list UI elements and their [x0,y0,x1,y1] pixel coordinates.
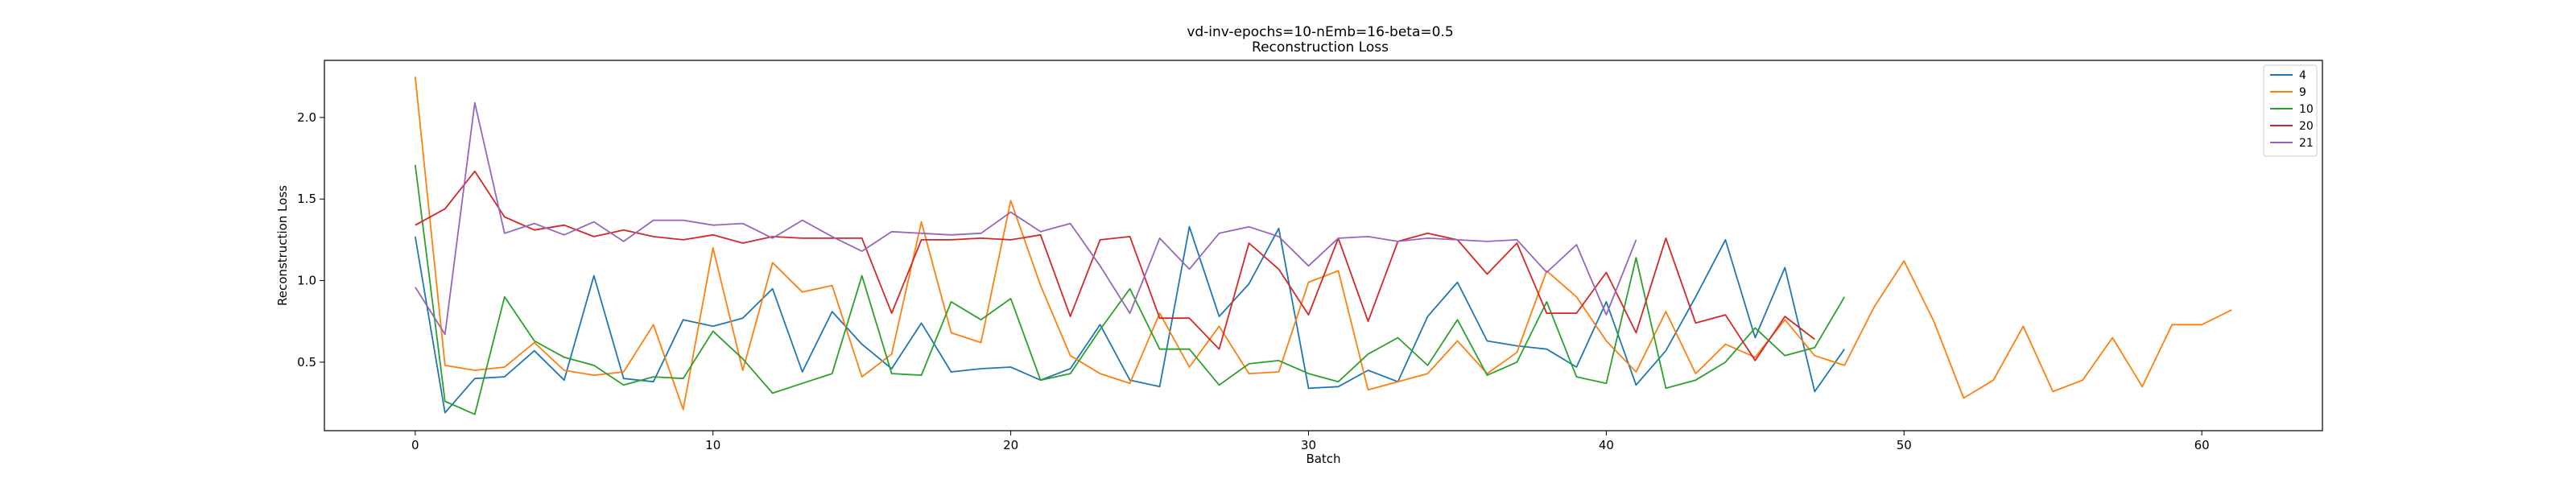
chart-subtitle: Reconstruction Loss [1252,39,1389,56]
series-line-4 [414,225,1846,414]
legend-label-20: 20 [2299,120,2314,133]
chart-title: vd-inv-epochs=10-nEmb=16-beta=0.5 [1187,24,1453,40]
x-axis-ticks: 0 10 20 30 40 50 60 [411,431,2210,452]
series-line-21 [415,101,1637,336]
series-line-9 [414,76,2232,411]
legend-box [2263,64,2318,157]
legend-label-9: 9 [2299,86,2306,99]
plot-area [414,76,2232,415]
y-tick-label: 2.0 [297,110,316,125]
legend-label-21: 21 [2299,137,2314,150]
y-axis-ticks: 0.5 1.0 1.5 2.0 [297,110,324,369]
series-line-20 [415,170,1815,361]
x-tick-label: 20 [1003,438,1018,452]
y-tick-label: 1.0 [297,274,316,288]
plot-frame [324,60,2323,431]
y-tick-label: 0.5 [297,355,316,369]
x-tick-label: 30 [1301,438,1316,452]
legend: 4 9 10 20 21 [2263,64,2318,157]
x-tick-label: 10 [705,438,720,452]
x-axis-label: Batch [1306,452,1340,466]
x-tick-label: 0 [411,438,419,452]
series-line-10 [414,164,1846,415]
y-tick-label: 1.5 [297,192,316,206]
x-tick-label: 50 [1897,438,1912,452]
x-tick-label: 40 [1599,438,1614,452]
x-tick-label: 60 [2194,438,2210,452]
y-axis-label: Reconstruction Loss [275,185,290,306]
legend-label-4: 4 [2299,69,2306,82]
legend-label-10: 10 [2299,103,2314,116]
